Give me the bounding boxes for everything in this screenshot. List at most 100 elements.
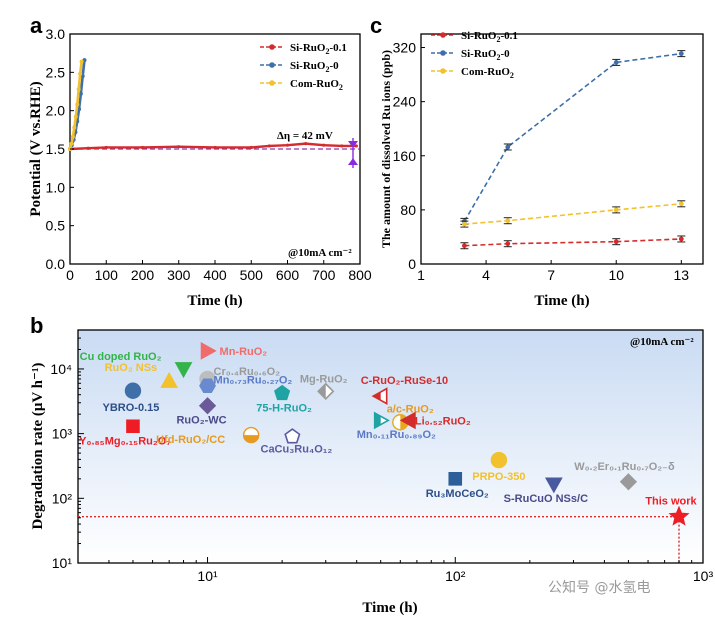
watermark: 公知号 @水氢电 <box>548 579 650 596</box>
panel-b-marker <box>668 505 690 526</box>
panel-a-legend-1-marker <box>269 62 275 68</box>
panel-b-point-label: Ru₃MoCeO₂ <box>426 488 489 500</box>
panel-c-ytick-label: 160 <box>393 148 417 164</box>
panel-c-legend-2-marker <box>440 68 446 74</box>
panel-b-point-12 <box>399 411 416 430</box>
panel-b-marker-fill <box>374 412 381 428</box>
panel-a-xtick-label: 300 <box>167 267 191 283</box>
panel-b-marker <box>490 451 508 469</box>
panel-b-xtick-label: 10³ <box>693 568 714 584</box>
panel-label-a: a <box>30 13 43 38</box>
panel-a-xtick-label: 0 <box>66 267 74 283</box>
panel-a-ytick-label: 0.0 <box>46 256 66 272</box>
panel-b-point-label: Mn₀.₇₃Ru₀.₂₇O₂ <box>214 375 293 387</box>
panel-c-xtick-label: 7 <box>547 267 555 283</box>
panel-b-marker <box>126 419 140 434</box>
panel-b-point-label: Y₀.₈₅Mg₀.₁₅Ru₂O₇ <box>79 435 171 447</box>
panel-a-point <box>304 142 308 146</box>
panel-b-point-label: Cr₀.₄Ru₀.₆O₂ <box>214 366 281 378</box>
panel-b-point-label: a/c-RuO₂ <box>387 403 434 415</box>
panel-b-point-label: Cu doped RuO₂ <box>80 351 162 363</box>
panel-b-point-0 <box>174 362 193 379</box>
panel-b-ytick-label: 10³ <box>52 426 73 442</box>
panel-a-legend-2-marker <box>269 80 275 86</box>
panel-a-point <box>76 87 81 92</box>
panel-b-point-label: Ufd-RuO₂/CC <box>156 434 225 446</box>
panel-b-point-5 <box>124 382 142 399</box>
panel-a-point <box>104 145 108 150</box>
panel-b-point-label: Mg-RuO₂ <box>300 373 348 385</box>
panel-c-point <box>505 218 511 224</box>
panel-c-point <box>678 51 684 57</box>
panel-b-ylabel: Degradation rate (μV h⁻¹) <box>30 363 46 530</box>
panel-a-ytick-label: 1.0 <box>46 179 66 195</box>
panel-a-xtick-label: 700 <box>312 267 336 283</box>
panel-a-point <box>80 74 85 79</box>
panel-b-point-18 <box>544 477 563 494</box>
panel-b-xtick-label: 10¹ <box>197 568 218 584</box>
panel-c-point <box>505 241 511 247</box>
panel-a-point <box>73 114 78 119</box>
panel-a-point <box>69 141 74 146</box>
panel-b-point-label: This work <box>645 496 697 508</box>
panel-a-point <box>140 145 145 150</box>
panel-c-point <box>678 201 684 207</box>
panel-b-background <box>78 330 703 563</box>
panel-c-xtick-label: 10 <box>608 267 624 283</box>
delta-eta-annotation <box>348 138 358 168</box>
panel-a-legend-0-label: Si-RuO2-0.1 <box>290 42 347 56</box>
panel-a-ytick-label: 3.0 <box>46 26 66 42</box>
panel-a-point <box>340 144 344 148</box>
panel-b-point-label: C-RuO₂-RuSe-10 <box>361 375 448 387</box>
panel-c-ytick-label: 320 <box>393 40 417 56</box>
panel-b-point-label: Mn-RuO₂ <box>220 346 268 358</box>
panel-b-point-7 <box>274 384 291 401</box>
panel-b-ytick-label: 10² <box>52 490 73 506</box>
panel-b-point-15 <box>284 428 301 444</box>
panel-a-ylabel: Potential (V vs.RHE) <box>28 81 44 216</box>
panel-b-marker <box>274 384 291 401</box>
panel-b-marker <box>174 362 193 379</box>
panel-a-xtick-label: 200 <box>131 267 155 283</box>
panel-a-legend-1-label: Si-RuO2-0 <box>290 60 339 74</box>
panel-c-legend: Si-RuO2-0.1 Si-RuO2-0 Com-RuO2 <box>431 30 518 80</box>
panel-b-point-label: W₀.₂Er₀.₁Ru₀.₇O₂₋δ <box>574 461 675 473</box>
panel-a-point <box>249 145 253 150</box>
panel-c-point <box>613 207 619 213</box>
panel-a-point <box>78 71 83 76</box>
panel-b-marker-fill <box>373 391 381 401</box>
panel-c-series-0 <box>464 238 682 247</box>
panel-a-series-0 <box>69 142 357 151</box>
panel-b-xlabel: Time (h) <box>362 600 417 616</box>
panel-b-point-19 <box>619 473 638 491</box>
panel-c-series-1 <box>463 52 682 222</box>
panel-b-point-label: S-RuCuO NSs/C <box>504 493 588 505</box>
panel-c-xlabel: Time (h) <box>534 293 589 309</box>
panel-c-legend-2-label: Com-RuO2 <box>461 66 514 80</box>
panel-a-ytick-label: 2.0 <box>46 103 66 119</box>
panel-b-point-9 <box>371 387 388 405</box>
panel-b-marker <box>448 472 463 486</box>
panel-c-frame <box>420 33 704 265</box>
panel-b-marker-fill <box>243 435 259 443</box>
panel-b-point-label: Li₀.₅₂RuO₂ <box>415 415 471 427</box>
panel-b-point-13 <box>126 419 140 434</box>
panel-b-marker <box>124 382 142 399</box>
panel-c-point <box>613 239 619 245</box>
panel-c-point <box>505 144 511 150</box>
panel-a-point <box>267 144 271 148</box>
panel-a-point <box>177 145 181 149</box>
panel-c-legend-1-marker <box>440 50 446 56</box>
panel-c-legend-0-marker <box>440 32 446 38</box>
panel-a-xtick-label: 500 <box>240 267 264 283</box>
panel-a-point <box>285 143 290 147</box>
panel-a-ytick-label: 0.5 <box>46 218 66 234</box>
panel-c-series-2 <box>464 202 682 225</box>
panel-a-condition: @10mA cm⁻² <box>288 247 352 259</box>
panel-b-point-8 <box>317 382 335 401</box>
panel-b-point-4 <box>199 378 216 394</box>
panel-c-ytick-label: 0 <box>408 256 416 272</box>
panel-label-c: c <box>370 13 382 38</box>
panel-b-point-2 <box>160 371 179 388</box>
